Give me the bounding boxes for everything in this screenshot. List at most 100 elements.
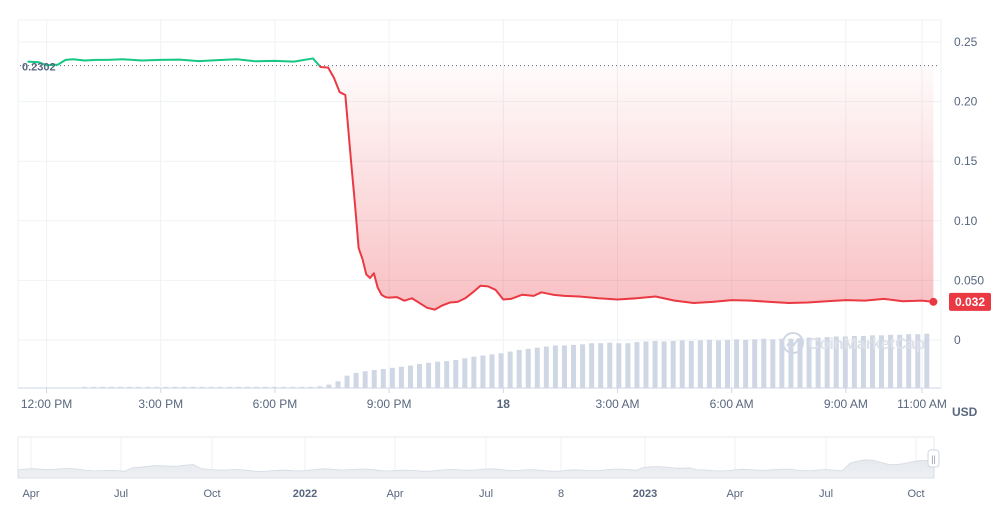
volume-bar	[272, 386, 278, 388]
volume-bar	[326, 384, 332, 388]
navigator-handle	[927, 449, 940, 468]
navigator-tick-label: Jul	[114, 488, 128, 500]
volume-bar	[860, 335, 866, 388]
price-line-up	[27, 57, 321, 67]
x-tick-label: 11:00 AM	[897, 397, 947, 411]
volume-bar	[235, 386, 241, 388]
volume-bar	[335, 381, 341, 388]
volume-bar	[761, 338, 767, 388]
navigator-tick-label: Apr	[726, 488, 743, 500]
volume-bar	[263, 386, 269, 388]
volume-bar	[81, 386, 87, 388]
volume-bar	[362, 371, 368, 388]
volume-layer	[27, 333, 930, 389]
volume-bar	[906, 334, 912, 388]
volume-bar	[797, 338, 803, 388]
volume-bar	[697, 340, 703, 388]
volume-bar	[779, 338, 785, 388]
volume-bar	[36, 387, 42, 389]
volume-bar	[897, 334, 903, 388]
volume-bar	[145, 386, 151, 388]
volume-bar	[815, 337, 821, 388]
volume-bar	[924, 333, 930, 388]
y-tick-label: 0.050	[954, 273, 984, 287]
navigator-tick-label: Apr	[22, 488, 39, 500]
volume-bar	[398, 366, 404, 388]
x-tick-label: 12:00 PM	[21, 397, 72, 411]
volume-bar	[45, 387, 51, 389]
volume-bar	[879, 335, 885, 388]
volume-bar	[163, 386, 169, 388]
y-tick-label: 0.15	[954, 154, 978, 168]
watermark-layer: CoinMarketCap	[782, 332, 926, 354]
x-tick-label: 3:00 AM	[595, 397, 639, 411]
volume-bar	[435, 361, 441, 388]
volume-bar	[652, 340, 658, 388]
volume-bar	[226, 386, 232, 388]
volume-bar	[299, 386, 305, 388]
volume-bar	[281, 386, 287, 388]
volume-bar	[489, 354, 495, 388]
down-area-fill	[319, 65, 934, 310]
volume-bar	[725, 339, 731, 388]
volume-bar	[154, 386, 160, 388]
volume-bar	[824, 337, 830, 388]
navigator-tick-label: Apr	[386, 488, 403, 500]
navigator-tick-label: 2022	[293, 488, 317, 500]
volume-bar	[580, 344, 586, 388]
volume-bar	[344, 375, 350, 388]
volume-bar	[525, 348, 531, 388]
navigator-layer[interactable]: || Apr Jul Oct 2022 Apr Jul 8 2023 Apr Jul Oct	[17, 436, 940, 500]
volume-bar	[634, 342, 640, 388]
current-price-marker	[929, 297, 938, 306]
volume-bar	[480, 355, 486, 388]
volume-bar	[127, 386, 133, 388]
volume-bar	[353, 372, 359, 388]
volume-bar	[516, 349, 522, 388]
volume-bar	[27, 387, 33, 389]
volume-bar	[208, 386, 214, 388]
navigator-tick-label: 2023	[633, 488, 657, 500]
navigator-tick-label: Oct	[907, 488, 924, 500]
volume-bar	[643, 341, 649, 388]
volume-bar	[172, 386, 178, 388]
volume-bar	[788, 338, 794, 388]
volume-bar	[217, 386, 223, 388]
volume-bar	[571, 344, 577, 388]
volume-bar	[380, 368, 386, 388]
volume-bar	[136, 386, 142, 388]
y-tick-label: 0.25	[954, 35, 978, 49]
volume-bar	[734, 339, 740, 388]
navigator-handle-grip: ||	[931, 454, 936, 464]
volume-bar	[851, 335, 857, 388]
volume-bar	[190, 386, 196, 388]
x-tick-label: 9:00 PM	[367, 397, 412, 411]
volume-bar	[471, 356, 477, 388]
watermark-logo-line	[786, 338, 799, 347]
volume-bar	[417, 363, 423, 388]
volume-bar	[607, 342, 613, 388]
navigator-tick-label: Oct	[203, 488, 220, 500]
volume-bar	[679, 340, 685, 388]
volume-bar	[72, 387, 78, 389]
line-layer	[27, 57, 938, 311]
volume-bar	[552, 345, 558, 388]
watermark-logo	[782, 332, 804, 354]
x-tick-label: 9:00 AM	[824, 397, 868, 411]
reference-price-label: 0.2302	[22, 62, 56, 74]
volume-bar	[598, 343, 604, 388]
volume-bar	[770, 339, 776, 388]
volume-bar	[743, 339, 749, 388]
volume-bar	[90, 386, 96, 388]
volume-bar	[706, 339, 712, 388]
navigator-tick-label: Jul	[479, 488, 493, 500]
volume-bar	[63, 387, 69, 389]
current-price-label: 0.032	[955, 295, 985, 309]
price-line-down	[318, 64, 934, 311]
volume-bar	[715, 340, 721, 388]
volume-bar	[670, 340, 676, 388]
volume-bar	[308, 386, 314, 388]
volume-bar	[389, 367, 395, 388]
